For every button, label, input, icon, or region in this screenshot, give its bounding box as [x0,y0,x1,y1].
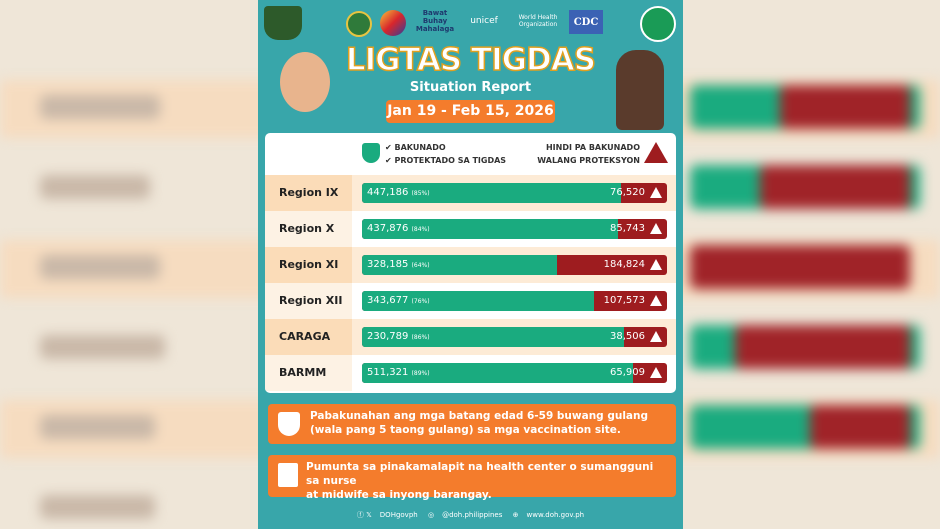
girl-photo [616,50,664,130]
region-label: Region IX [265,175,352,211]
table-row: BARMM 511,321 (89%) 65,909 [265,355,676,391]
vaccination-advice: Pabakunahan ang mga batang edad 6-59 buw… [268,404,676,444]
social-handle[interactable]: DOHgovph [379,511,418,519]
who-logo: World Health Organization [518,14,558,28]
unvaccinated-count: 85,743 [610,223,645,234]
infographic: Bawat Buhay Mahalaga unicef World Health… [258,0,683,529]
warning-icon [650,331,662,342]
table-legend: ✔ BAKUNADO ✔ PROTEKTADO SA TIGDAS HINDI … [265,133,676,172]
region-label: Region XII [265,283,352,319]
vaccinated-fill [362,363,634,383]
coverage-bar: 343,677 (76%) 107,573 [362,291,667,311]
footer: ⓕ 𝕏 DOHgovph ◎ @doh.philippines ⊕ www.doh.g… [258,510,683,520]
legend-vaccinated-label: BAKUNADO [394,143,446,152]
vaccinated-percent: (76%) [411,298,430,305]
vaccinated-fill [362,327,625,347]
warning-icon [650,187,662,198]
instagram-handle[interactable]: @doh.philippines [442,511,503,519]
vaccinated-value: 230,789 (86%) [367,327,430,347]
health-center-advice: Pumunta sa pinakamalapit na health cente… [268,455,676,501]
doh-health-logo [640,6,676,42]
partner-logos: Bawat Buhay Mahalaga unicef World Health… [258,6,683,42]
instagram-icon: ◎ [427,511,435,519]
warning-icon [650,295,662,306]
date-range-badge: Jan 19 - Feb 15, 2026 [386,100,555,123]
legend-unvaccinated-label: HINDI PA BAKUNADO [545,143,640,152]
vaccinated-value: 447,186 (85%) [367,183,430,203]
vaccinated-percent: (84%) [411,226,430,233]
vaccinated-percent: (85%) [411,190,430,197]
hospital-icon [278,463,298,487]
table-row: Region XI 328,185 (64%) 184,824 [265,247,676,283]
warning-icon [650,367,662,378]
vaccinated-fill [362,255,558,275]
vaccinated-fill [362,219,619,239]
vaccinated-value: 328,185 (64%) [367,255,430,275]
warning-icon [650,223,662,234]
region-label: Region XI [265,247,352,283]
shield-vaccine-icon [278,412,300,436]
table-row: Region IX 447,186 (85%) 76,520 [265,175,676,211]
unvaccinated-count: 76,520 [610,187,645,198]
coverage-bar: 437,876 (84%) 85,743 [362,219,667,239]
vaccinated-count: 230,789 [367,331,409,342]
legend-protected-label: PROTEKTADO SA TIGDAS [394,156,507,165]
report-subtitle: Situation Report [409,80,532,95]
vaccinated-count: 437,876 [367,223,409,234]
cdc-logo: CDC [569,10,603,34]
legend-unprotected-label: WALANG PROTEKSYON [537,156,640,165]
unvaccinated-count: 107,573 [603,295,645,306]
unvaccinated-count: 65,909 [610,367,645,378]
unvaccinated-count: 184,824 [603,259,645,270]
table-row: Region XII 343,677 (76%) 107,573 [265,283,676,319]
coverage-bar: 328,185 (64%) 184,824 [362,255,667,275]
vaccinated-count: 447,186 [367,187,409,198]
vaccinated-percent: (89%) [411,370,430,377]
vaccination-table: ✔ BAKUNADO ✔ PROTEKTADO SA TIGDAS HINDI … [265,133,676,393]
vaccinated-fill [362,183,622,203]
vaccinated-count: 511,321 [367,367,409,378]
vaccinated-count: 328,185 [367,259,409,270]
vaccinated-fill [362,291,594,311]
bagong-pilipinas-logo [380,10,406,36]
legend-unvaccinated: HINDI PA BAKUNADO WALANG PROTEKSYON [537,141,640,167]
advice-line-2: (wala pang 5 taong gulang) sa mga vaccin… [310,424,621,436]
unvaccinated-count: 38,506 [610,331,645,342]
region-label: BARMM [265,355,352,391]
report-title: LIGTAS TIGDAS [345,41,597,79]
vaccinated-value: 437,876 (84%) [367,219,430,239]
chikiting-ligtas-logo [264,6,302,40]
vaccinated-value: 343,677 (76%) [367,291,430,311]
legend-vaccinated: ✔ BAKUNADO ✔ PROTEKTADO SA TIGDAS [385,143,507,165]
globe-icon: ⊕ [512,511,519,519]
vaccinated-value: 511,321 (89%) [367,363,430,383]
doh-seal-logo [346,11,372,37]
advice-line-2: at midwife sa inyong barangay. [306,489,492,501]
warning-icon [644,142,668,163]
region-label: Region X [265,211,352,247]
table-row: CARAGA 230,789 (86%) 38,506 [265,319,676,355]
boy-illustration [280,52,330,112]
table-row: Region X 437,876 (84%) 85,743 [265,211,676,247]
coverage-bar: 447,186 (85%) 76,520 [362,183,667,203]
advice-line-1: Pumunta sa pinakamalapit na health cente… [306,461,654,487]
unicef-logo: unicef [470,16,498,26]
coverage-bar: 511,321 (89%) 65,909 [362,363,667,383]
advice-line-1: Pabakunahan ang mga batang edad 6-59 buw… [310,410,649,422]
coverage-bar: 230,789 (86%) 38,506 [362,327,667,347]
vaccinated-percent: (64%) [411,262,430,269]
shield-icon [362,143,380,163]
vaccinated-percent: (86%) [411,334,430,341]
facebook-x-icons: ⓕ 𝕏 [356,511,372,519]
warning-icon [650,259,662,270]
bawat-buhay-mahalaga-logo: Bawat Buhay Mahalaga [415,9,455,33]
vaccinated-count: 343,677 [367,295,409,306]
region-label: CARAGA [265,319,352,355]
website-link[interactable]: www.doh.gov.ph [526,511,585,519]
